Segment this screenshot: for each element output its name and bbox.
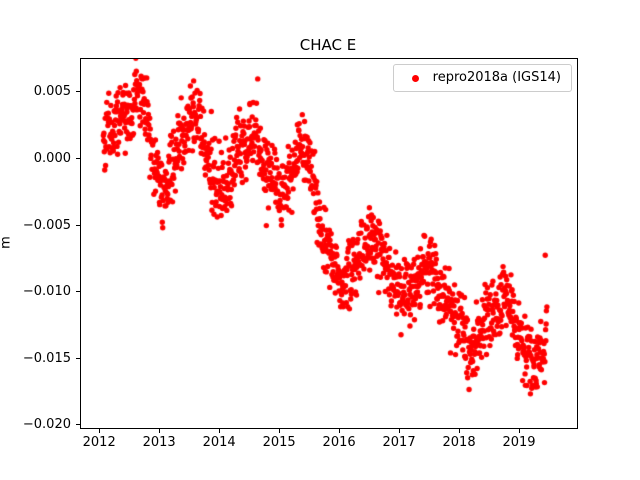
- y-tick-label: −0.015: [22, 350, 71, 366]
- x-tick-mark: [459, 429, 461, 433]
- y-tick-mark: [76, 157, 80, 159]
- x-tick-label: 2018: [442, 435, 476, 450]
- x-tick-mark: [519, 429, 521, 433]
- legend: repro2018a (IGS14): [392, 64, 572, 92]
- y-tick-mark: [76, 91, 80, 93]
- x-tick-label: 2014: [202, 435, 236, 450]
- x-tick-mark: [279, 429, 281, 433]
- scatter-canvas: [81, 59, 577, 428]
- x-tick-mark: [159, 429, 161, 433]
- x-tick-label: 2012: [82, 435, 116, 450]
- x-tick-label: 2019: [502, 435, 536, 450]
- y-tick-mark: [76, 291, 80, 293]
- y-tick-mark: [76, 224, 80, 226]
- x-tick-mark: [399, 429, 401, 433]
- chart-title: CHAC E: [299, 36, 357, 54]
- x-tick-label: 2013: [142, 435, 176, 450]
- x-tick-mark: [99, 429, 101, 433]
- x-tick-mark: [339, 429, 341, 433]
- y-tick-label: −0.010: [22, 284, 71, 300]
- y-tick-label: −0.020: [22, 417, 71, 433]
- legend-marker-dot: [411, 74, 419, 82]
- plot-area: repro2018a (IGS14): [80, 58, 578, 429]
- x-tick-label: 2017: [382, 435, 416, 450]
- x-tick-label: 2015: [262, 435, 296, 450]
- y-tick-label: 0.005: [33, 84, 71, 100]
- y-tick-mark: [76, 357, 80, 359]
- x-tick-label: 2016: [322, 435, 356, 450]
- y-tick-label: −0.005: [22, 217, 71, 233]
- y-tick-label: 0.000: [33, 150, 71, 166]
- y-tick-mark: [76, 424, 80, 426]
- x-tick-mark: [219, 429, 221, 433]
- legend-label: repro2018a (IGS14): [432, 70, 561, 85]
